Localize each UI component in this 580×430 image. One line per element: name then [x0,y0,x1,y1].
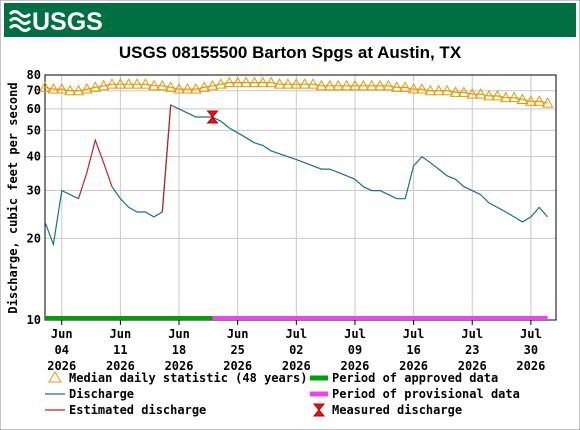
median-marker [89,81,102,92]
median-marker [290,78,303,89]
median-marker [533,95,546,106]
median-marker [55,83,68,94]
median-marker [256,76,269,88]
median-marker [407,83,420,94]
median-marker [424,84,437,96]
median-marker [474,88,487,99]
median-marker [72,84,85,96]
x-tick-label: Jul 16 2026 [399,327,428,373]
median-marker [248,76,261,88]
median-marker [282,78,294,89]
median-marker [64,84,76,96]
median-marker [449,86,462,97]
median-marker [466,88,479,99]
logo-icon [8,10,32,32]
y-tick-label: 80 [27,68,41,82]
median-marker [265,76,278,88]
y-tick-label: 70 [27,84,41,98]
x-tick-label: Jul 30 2026 [516,327,545,373]
y-axis-label: Discharge, cubic feet per second [6,82,20,313]
median-marker [240,76,252,88]
x-tick-label: Jun 18 2026 [165,327,194,373]
median-marker [122,78,135,89]
series-line [77,104,172,213]
median-marker [390,81,403,92]
median-marker [131,78,143,89]
chart-title: USGS 08155500 Barton Spgs at Austin, TX [119,43,462,62]
median-marker [399,81,412,92]
median-marker [357,79,370,91]
median-marker [114,78,127,89]
median-marker [499,91,512,103]
median-marker [47,83,60,94]
median-marker [483,89,495,101]
median-marker [173,83,185,94]
median-marker [432,84,445,96]
y-tick-label: 60 [27,102,41,116]
median-marker [139,78,152,89]
median-marker [97,79,110,91]
median-marker [198,81,211,92]
median-marker [231,76,244,88]
legend-symbol [312,403,326,417]
median-marker [206,79,219,91]
legend-label: Estimated discharge [69,403,206,417]
median-marker [181,83,194,94]
median-marker [81,83,93,94]
x-tick-label: Jul 02 2026 [282,327,311,373]
median-marker [106,78,118,89]
x-tick-label: Jun 04 2026 [47,327,76,373]
median-marker [298,78,311,89]
median-marker [416,83,428,94]
median-marker [508,91,520,103]
median-marker [374,79,386,91]
median-marker [189,83,202,94]
median-marker [441,84,453,96]
median-marker [541,97,554,108]
x-tick-label: Jun 11 2026 [106,327,135,373]
y-tick-label: 40 [27,150,41,164]
median-marker [273,78,286,89]
median-marker [349,79,361,91]
median-marker [516,93,529,104]
legend-label: Measured discharge [332,403,462,417]
legend-label: Median daily statistic (48 years) [69,371,307,385]
legend-symbol [48,371,62,383]
median-marker [458,86,470,97]
median-marker [323,79,336,91]
legend-label: Period of provisional data [332,387,520,401]
median-marker [365,79,378,91]
median-marker [332,79,345,91]
y-tick-label: 50 [27,123,41,137]
header-bar [4,3,576,37]
median-marker [315,79,328,91]
median-marker [39,81,51,92]
logo-text: USGS [32,8,103,36]
median-marker [491,89,504,101]
median-marker [382,79,395,91]
median-marker [156,79,169,91]
y-tick-label: 10 [27,313,41,327]
median-marker [148,79,160,91]
series-line [44,104,549,247]
median-marker [525,95,537,106]
legend-label: Discharge [69,387,134,401]
series-line [44,82,548,104]
y-tick-label: 20 [27,231,41,245]
median-marker [215,78,227,89]
median-marker [223,76,236,88]
median-marker [307,78,319,89]
x-tick-label: Jun 25 2026 [223,327,252,373]
median-marker [340,79,353,91]
y-tick-label: 30 [27,184,41,198]
x-tick-label: Jul 09 2026 [340,327,369,373]
measured-marker [206,110,219,124]
median-marker [164,81,177,92]
x-tick-label: Jul 23 2026 [458,327,487,373]
legend-label: Period of approved data [332,371,498,385]
